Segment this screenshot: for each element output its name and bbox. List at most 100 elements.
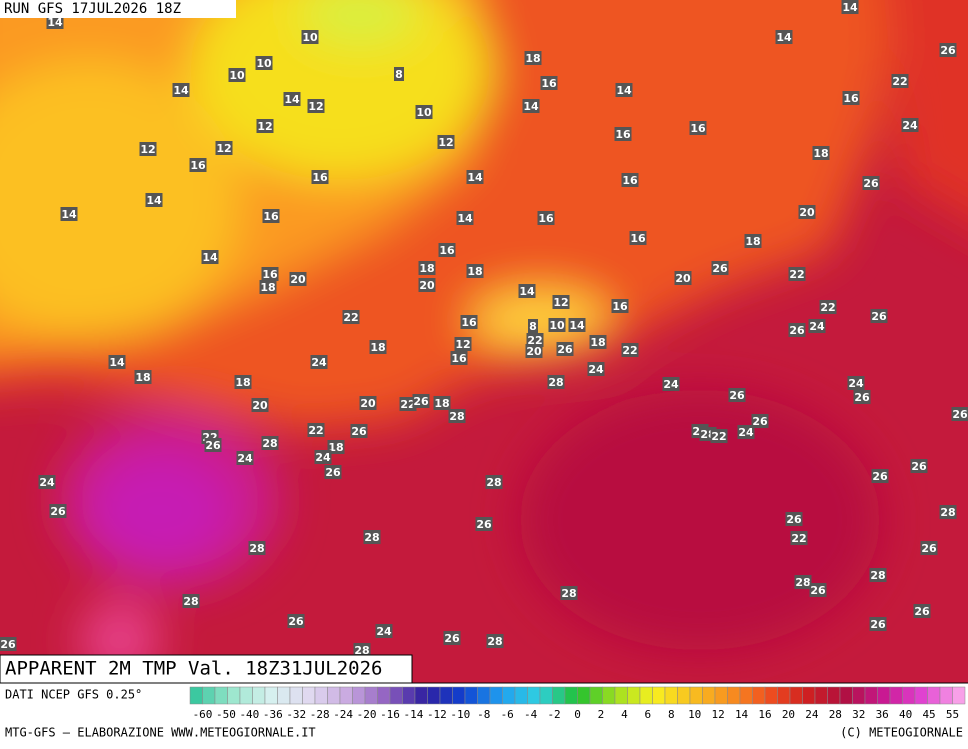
map-label: 14 [616,84,632,97]
map-label: 18 [260,281,275,294]
legend-swatch [428,687,441,704]
map-label: 28 [262,437,277,450]
legend-swatch [603,687,616,704]
map-label: 26 [205,439,221,452]
map-label: 12 [438,136,453,149]
legend-label: -6 [501,708,514,721]
map-label: 26 [444,632,460,645]
map-label: 18 [467,265,482,278]
legend-label: 24 [805,708,819,721]
map-label: 16 [541,77,557,90]
map-label: 16 [439,244,455,257]
source: DATI NCEP GFS 0.25° [5,688,142,702]
map-label: 26 [854,391,870,404]
legend-swatch [728,687,741,704]
map-label: 14 [173,84,189,97]
map-label: 16 [843,92,859,105]
map-label: 28 [940,506,955,519]
map-label: 26 [288,615,304,628]
map-label: 28 [449,410,464,423]
map-label: 16 [190,159,206,172]
legend-swatch [553,687,566,704]
map-label: 10 [416,106,432,119]
legend-label: -32 [286,708,306,721]
legend-label: 28 [829,708,842,721]
map-label: 26 [752,415,768,428]
map-label: 14 [776,31,792,44]
map-label: 20 [360,397,376,410]
map-label: 28 [561,587,576,600]
legend-swatch [490,687,503,704]
legend-swatch [415,687,428,704]
legend-label: -24 [333,708,353,721]
legend-swatch [615,687,628,704]
map-label: 16 [263,210,279,223]
map-label: 22 [711,430,726,443]
map-label: 28 [548,376,563,389]
legend-swatch [203,687,216,704]
map-label: 26 [476,518,492,531]
map-label: 10 [229,69,245,82]
map-label: 12 [216,142,231,155]
map-label: 26 [872,470,888,483]
legend-swatch [190,687,203,704]
map-label: 22 [343,311,358,324]
legend-swatch [765,687,778,704]
legend-swatch [665,687,678,704]
map-label: 8 [529,320,537,333]
map-label: 28 [183,595,198,608]
legend-swatch [228,687,241,704]
copyright: (C) METEOGIORNALE [840,726,963,740]
legend-swatch [540,687,553,704]
legend-swatch [390,687,403,704]
map-label: 26 [557,343,573,356]
map-label: 28 [486,476,501,489]
map-label: 16 [451,352,467,365]
map-label: 26 [729,389,745,402]
map-label: 16 [461,316,477,329]
legend-swatch [290,687,303,704]
legend-swatch [328,687,341,704]
map-label: 26 [940,44,956,57]
map-label: 22 [892,75,907,88]
legend-swatch [890,687,903,704]
legend-label: 40 [899,708,912,721]
legend-swatch [803,687,816,704]
map-label: 24 [902,119,918,132]
legend-swatch [690,687,703,704]
legend-swatch [215,687,228,704]
legend-swatch [378,687,391,704]
legend-swatch [753,687,766,704]
legend-swatch [340,687,353,704]
map-label: 24 [738,426,754,439]
map-label: 22 [308,424,323,437]
legend-label: -14 [404,708,424,721]
legend-label: 20 [782,708,795,721]
legend-swatch [578,687,591,704]
map-label: 16 [538,212,554,225]
credit: MTG-GFS — ELABORAZIONE WWW.METEOGIORNALE… [5,726,316,740]
map-label: 24 [663,378,679,391]
legend-swatch [465,687,478,704]
legend-swatch [240,687,253,704]
legend-swatch [628,687,641,704]
map-label: 14 [842,1,858,14]
map-label: 26 [789,324,805,337]
map-label: 14 [202,251,218,264]
map-label: 28 [487,635,502,648]
map-label: 24 [809,320,825,333]
map-label: 18 [745,235,760,248]
map-label: 26 [413,395,429,408]
map-label: 26 [871,310,887,323]
color-legend: -60-50-40-36-32-28-24-20-16-14-12-10-8-6… [190,687,965,721]
map-label: 12 [308,100,323,113]
map-label: 24 [311,356,327,369]
map-label: 24 [848,377,864,390]
map-label: 8 [395,68,403,81]
legend-label: 55 [946,708,959,721]
map-label: 12 [257,120,272,133]
chart-title: APPARENT 2M TMP Val. 18Z31JUL2026 [5,658,383,680]
map-label: 28 [364,531,379,544]
map-background [0,0,968,683]
